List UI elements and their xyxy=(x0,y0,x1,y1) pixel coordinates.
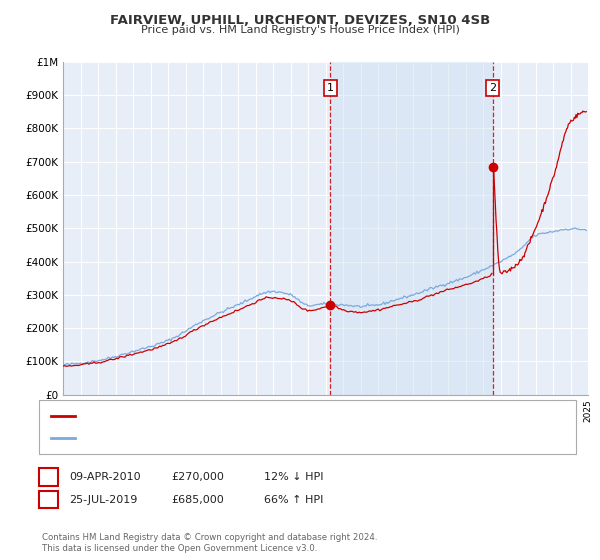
Text: Price paid vs. HM Land Registry's House Price Index (HPI): Price paid vs. HM Land Registry's House … xyxy=(140,25,460,35)
Text: 09-APR-2010: 09-APR-2010 xyxy=(69,472,140,482)
Text: 1: 1 xyxy=(327,83,334,94)
Text: FAIRVIEW, UPHILL, URCHFONT, DEVIZES, SN10 4SB: FAIRVIEW, UPHILL, URCHFONT, DEVIZES, SN1… xyxy=(110,14,490,27)
Bar xyxy=(330,62,493,395)
Text: £270,000: £270,000 xyxy=(171,472,224,482)
Text: 66% ↑ HPI: 66% ↑ HPI xyxy=(264,494,323,505)
Text: FAIRVIEW, UPHILL, URCHFONT, DEVIZES, SN10 4SB (detached house): FAIRVIEW, UPHILL, URCHFONT, DEVIZES, SN1… xyxy=(81,410,440,421)
Text: 25-JUL-2019: 25-JUL-2019 xyxy=(69,494,137,505)
Text: Contains HM Land Registry data © Crown copyright and database right 2024.
This d: Contains HM Land Registry data © Crown c… xyxy=(42,533,377,553)
Text: 1: 1 xyxy=(45,472,52,482)
Text: 2: 2 xyxy=(45,494,52,505)
Text: HPI: Average price, detached house, Wiltshire: HPI: Average price, detached house, Wilt… xyxy=(81,433,320,444)
Text: 2: 2 xyxy=(489,83,496,94)
Text: £685,000: £685,000 xyxy=(171,494,224,505)
Text: 12% ↓ HPI: 12% ↓ HPI xyxy=(264,472,323,482)
